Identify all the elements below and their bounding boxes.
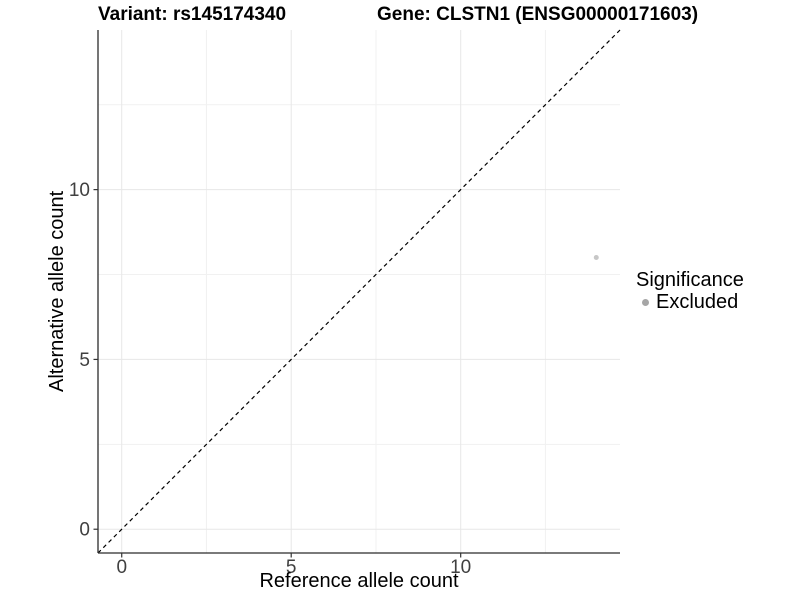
legend: Significance Excluded xyxy=(636,269,744,313)
x-tick-label: 5 xyxy=(286,557,297,578)
legend-item-excluded: Excluded xyxy=(636,292,744,313)
legend-point-icon xyxy=(642,299,649,306)
x-axis-title: Reference allele count xyxy=(259,570,459,592)
y-tick-label: 0 xyxy=(79,520,90,541)
x-tick-label: 0 xyxy=(116,557,127,578)
legend-title: Significance xyxy=(636,269,744,291)
identity-line xyxy=(97,29,621,554)
y-axis-title: Alternative allele count xyxy=(46,190,68,393)
y-tick-label: 10 xyxy=(69,180,90,201)
y-tick-label: 5 xyxy=(79,350,90,371)
plot-title-gene: Gene: CLSTN1 (ENSG00000171603) xyxy=(377,4,699,25)
x-tick-label: 10 xyxy=(450,557,471,578)
legend-item-label: Excluded xyxy=(656,291,739,313)
data-point xyxy=(593,255,599,261)
plot-title-variant: Variant: rs145174340 xyxy=(98,4,287,25)
